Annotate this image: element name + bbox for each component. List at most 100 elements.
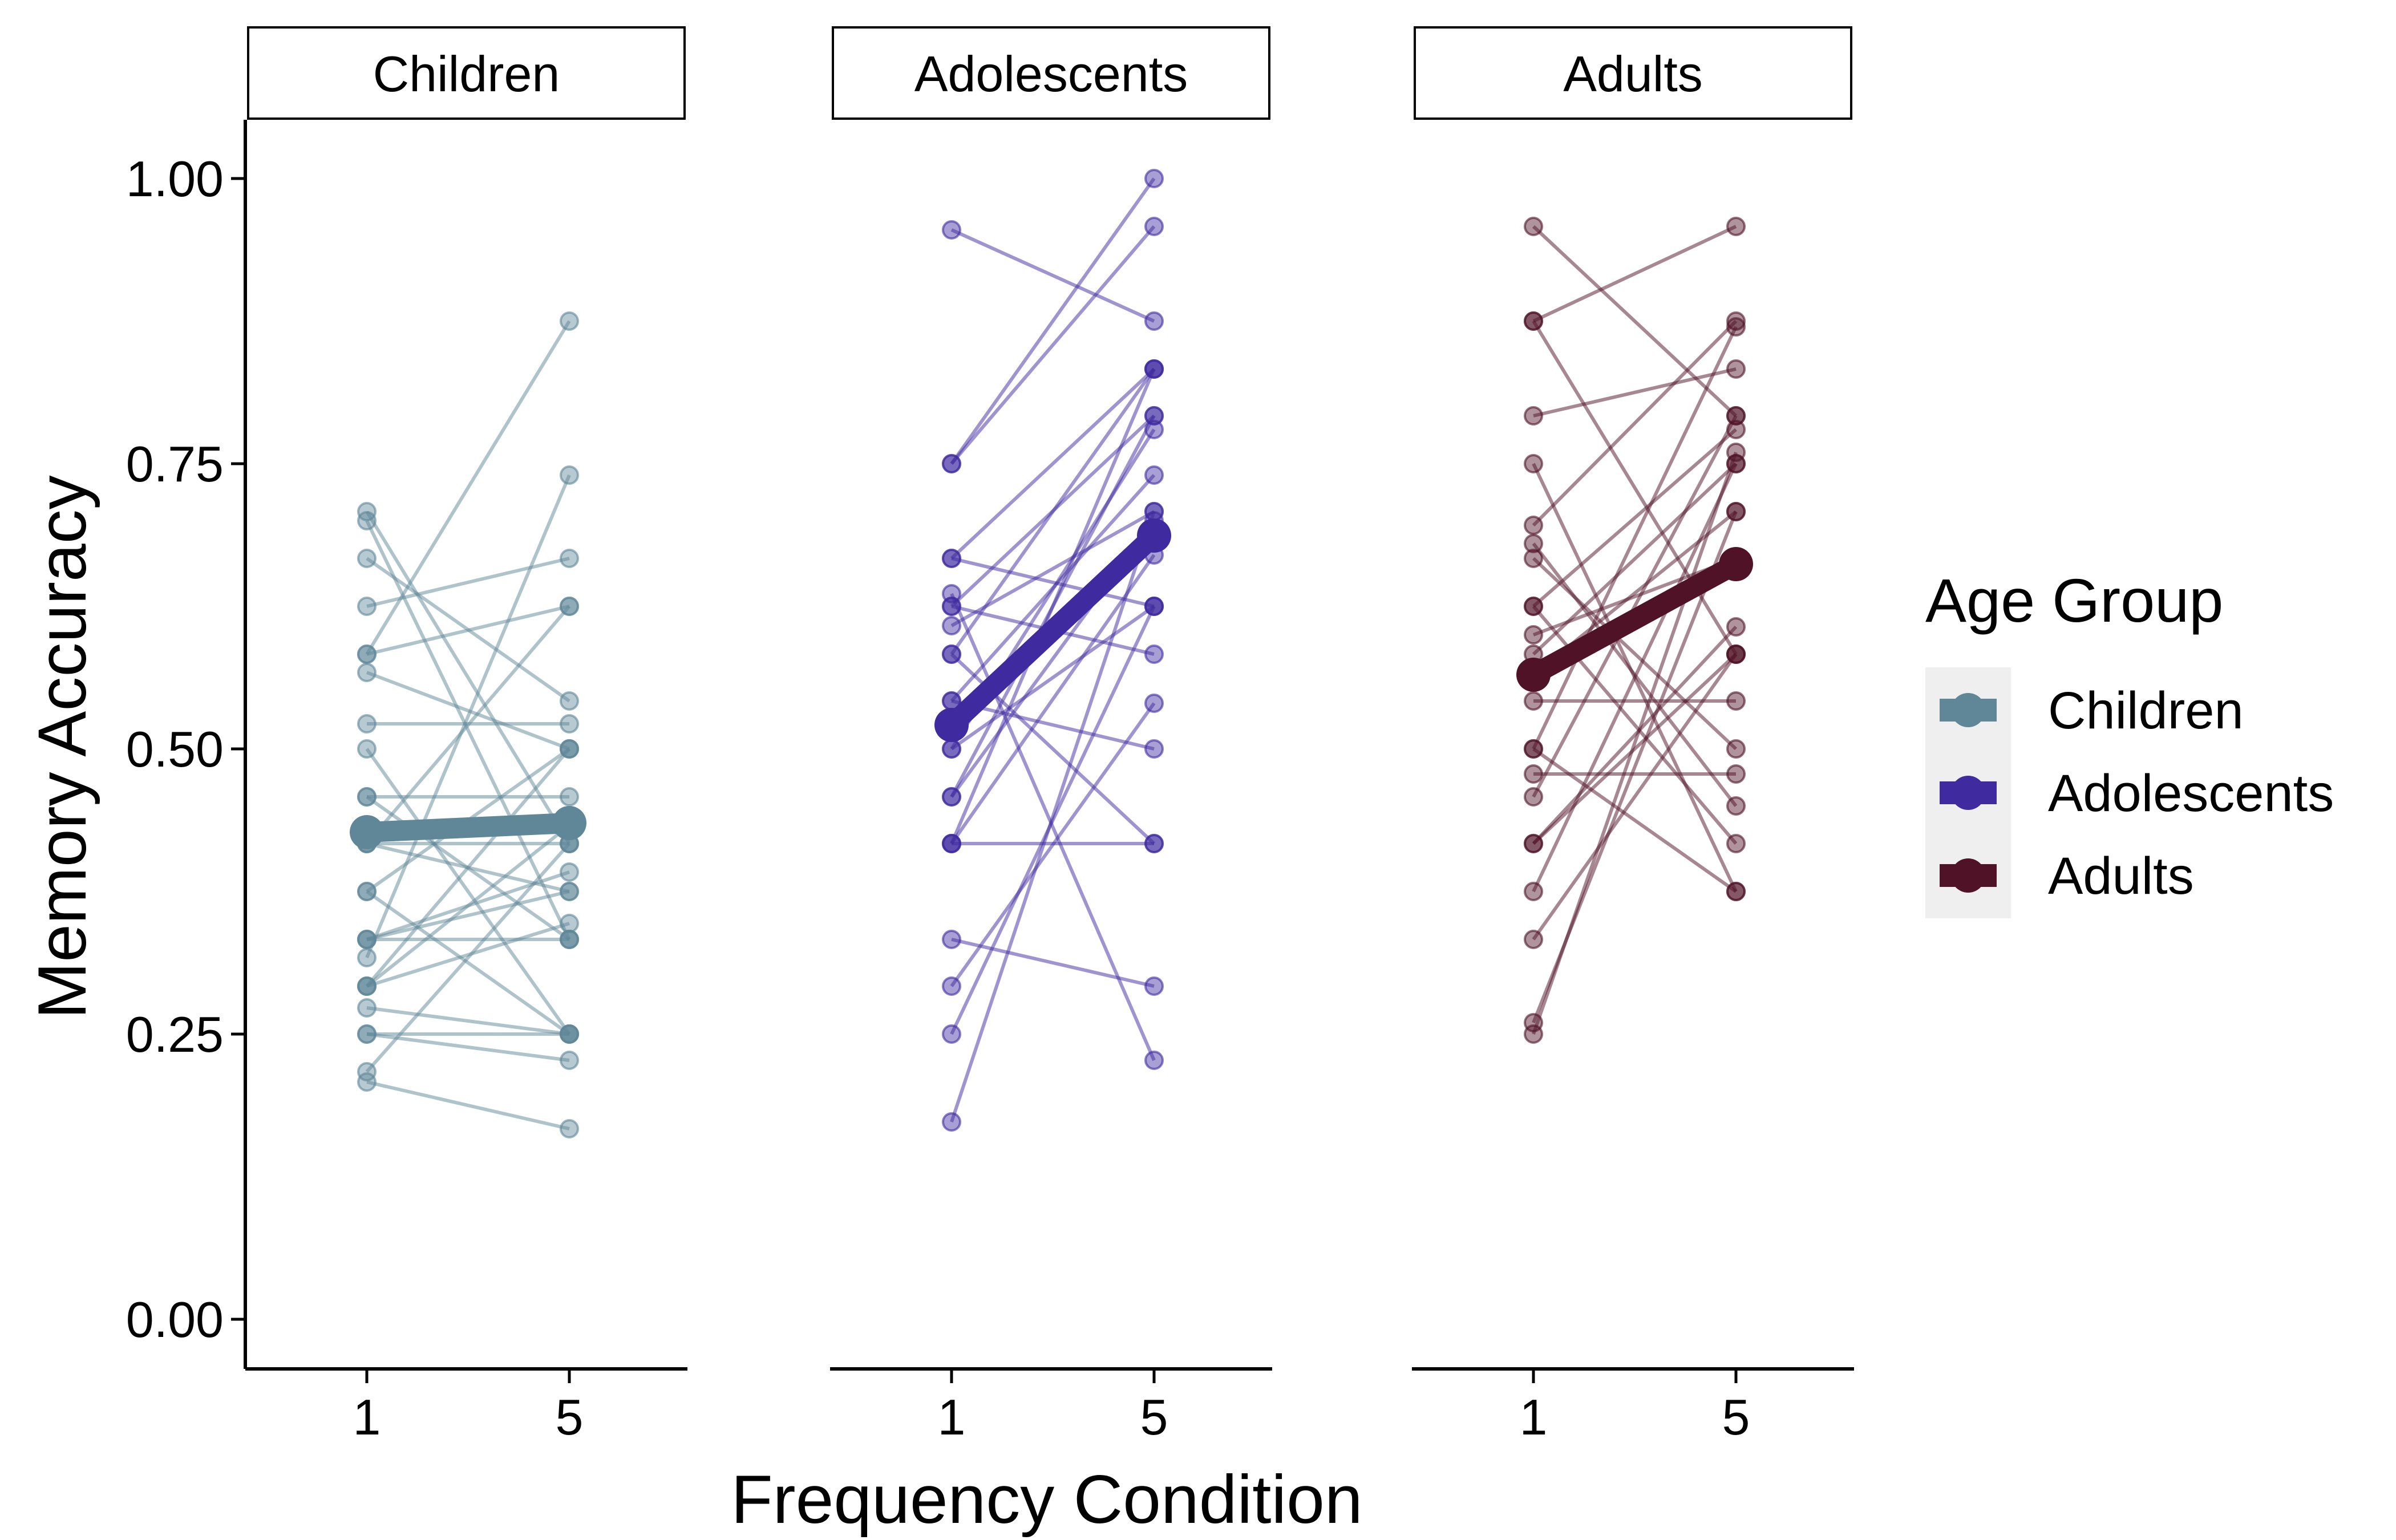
subject-point — [560, 691, 579, 711]
subject-line — [366, 1032, 570, 1062]
subject-point — [1144, 359, 1164, 379]
subject-point — [357, 645, 377, 664]
subject-line — [1532, 319, 1738, 527]
subject-line — [366, 824, 570, 988]
subject-line — [365, 605, 571, 845]
subject-point — [1524, 549, 1543, 568]
legend-title: Age Group — [1925, 566, 2223, 635]
y-tick-label: 0.00 — [126, 1291, 224, 1348]
subject-line — [1532, 653, 1738, 845]
subject-line — [950, 593, 1156, 1061]
subject-line — [366, 890, 570, 1036]
subject-line — [1532, 605, 1738, 845]
subject-point — [942, 930, 961, 949]
subject-point — [1524, 834, 1543, 853]
subject-point — [560, 862, 579, 882]
mean-line — [941, 525, 1164, 735]
subject-point — [1144, 834, 1164, 853]
subject-line — [1532, 225, 1738, 418]
subject-line — [1532, 542, 1738, 807]
subject-point — [1726, 645, 1746, 664]
legend-item-label: Adults — [2048, 847, 2194, 905]
subject-point — [560, 882, 579, 901]
subject-line — [1532, 557, 1738, 751]
subject-point — [560, 465, 579, 485]
subject-point — [560, 1051, 579, 1070]
legend-key-point — [1951, 858, 1985, 893]
subject-line — [951, 557, 1155, 608]
subject-point — [1726, 834, 1746, 853]
subject-point — [942, 787, 961, 807]
subject-point — [1524, 406, 1543, 425]
subject-point — [1144, 465, 1164, 485]
subject-line — [950, 702, 1156, 987]
subject-line — [950, 177, 1156, 465]
subject-point — [357, 549, 377, 568]
subject-point — [1144, 217, 1164, 236]
panels-layer: Children 1 5 Adolescents 1 5 Adults 1 5 — [245, 26, 1854, 1445]
subject-point — [1726, 764, 1746, 784]
subject-line — [1532, 225, 1737, 323]
subject-line — [950, 554, 1156, 845]
subject-point — [942, 220, 961, 240]
subject-point — [1726, 359, 1746, 379]
subject-point — [357, 663, 377, 682]
subject-point — [357, 597, 377, 616]
facet-strip — [832, 26, 1270, 120]
subject-point — [357, 511, 377, 530]
subject-line — [366, 1080, 570, 1130]
subject-point — [357, 739, 377, 759]
mean-point — [1719, 547, 1753, 581]
panel-adolescents: Adolescents 1 5 — [830, 26, 1272, 1445]
subject-line — [1532, 452, 1738, 1035]
subject-line — [950, 605, 1155, 751]
subject-point — [1524, 534, 1543, 553]
legend-item-label: Children — [2048, 682, 2244, 740]
x-tick-label: 1 — [353, 1389, 381, 1445]
mean-line — [357, 813, 580, 842]
facet-strip-label: Adolescents — [914, 46, 1188, 102]
facet-strip-label: Children — [373, 46, 560, 102]
subject-point — [1726, 317, 1746, 337]
mean-point — [350, 815, 384, 849]
subject-point — [1144, 406, 1164, 425]
subject-point — [560, 714, 579, 733]
x-tick-label: 1 — [938, 1389, 966, 1445]
y-tick-label: 0.25 — [126, 1006, 224, 1063]
subject-point — [1144, 311, 1164, 331]
x-tick-label: 5 — [1722, 1389, 1750, 1445]
subject-point — [357, 787, 377, 807]
subject-line — [366, 1006, 570, 1036]
subject-point — [560, 549, 579, 568]
subject-line — [1532, 625, 1738, 845]
x-tick-label: 1 — [1520, 1389, 1548, 1445]
mean-point — [934, 708, 969, 742]
legend-key-point — [1951, 693, 1985, 727]
y-tick-label: 1.00 — [126, 151, 224, 207]
subject-point — [942, 1112, 961, 1132]
subject-point — [1726, 443, 1746, 462]
mean-line — [1523, 554, 1746, 685]
subject-point — [942, 976, 961, 996]
subject-point — [1726, 739, 1746, 759]
subject-point — [560, 1119, 579, 1138]
subject-point — [1524, 625, 1543, 645]
subject-point — [1524, 516, 1543, 535]
x-tick-label: 5 — [556, 1389, 584, 1445]
subject-line — [365, 748, 571, 987]
subject-point — [560, 787, 579, 807]
subject-point — [357, 714, 377, 733]
subject-point — [1524, 787, 1543, 807]
subject-line — [1532, 428, 1737, 608]
legend: Age Group Children Adolescents Adults — [1925, 566, 2334, 918]
subject-point — [357, 1072, 377, 1092]
subject-line — [1533, 367, 1737, 418]
subject-point — [1144, 1051, 1164, 1070]
y-axis: 0.00 0.25 0.50 0.75 1.00 — [126, 120, 247, 1369]
subject-point — [1726, 406, 1746, 425]
subject-point — [1726, 882, 1746, 901]
subject-point — [1524, 311, 1543, 331]
subject-point — [942, 454, 961, 473]
subject-point — [1524, 691, 1543, 711]
